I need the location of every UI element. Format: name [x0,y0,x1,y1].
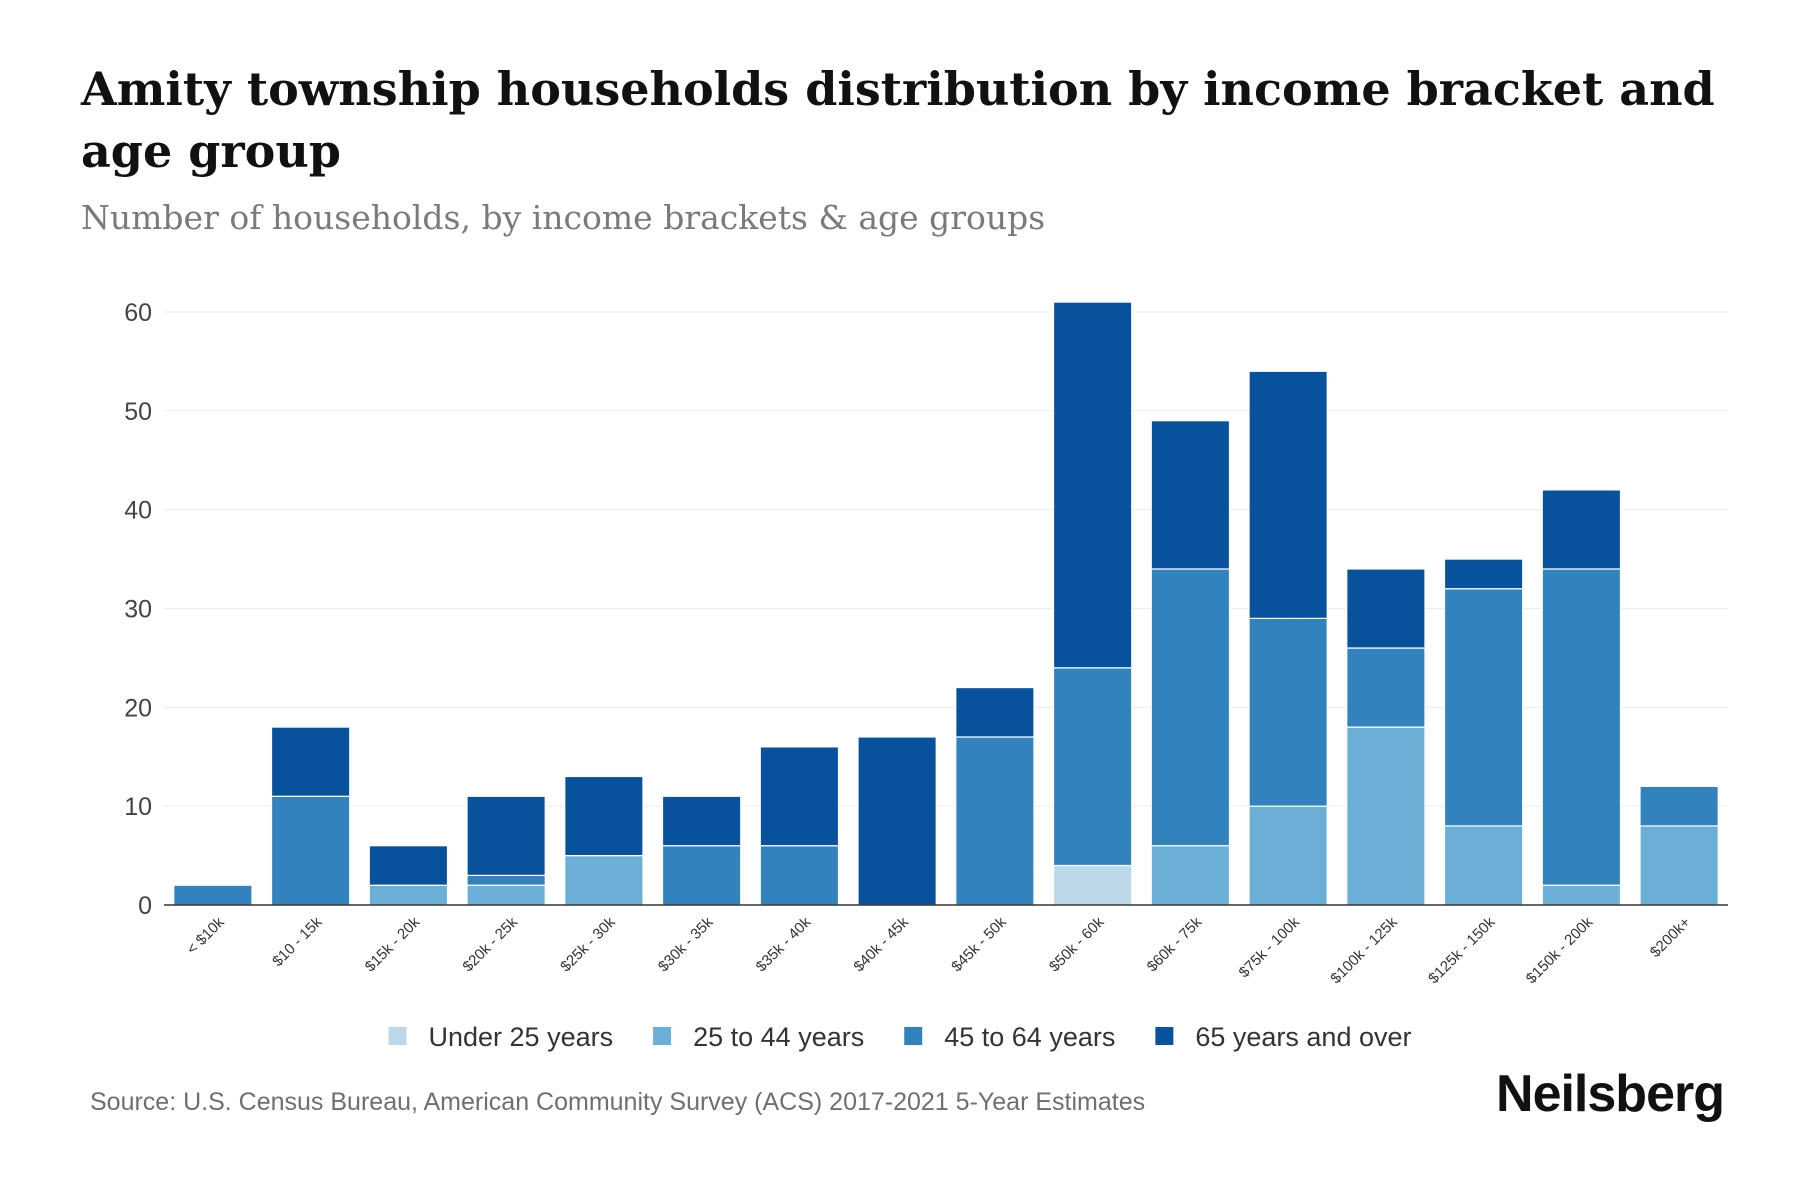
bar-segment [1346,726,1426,906]
bar-segment [1150,568,1231,847]
chart-title: Amity township households distribution b… [81,62,1715,178]
bar-segment [1443,588,1524,827]
legend-label: 65 years and over [1195,1022,1411,1052]
bar-segment [1443,825,1524,906]
x-tick-label: $60k - 75k [1144,913,1206,975]
legend: Under 25 years 25 to 44 years 45 to 64 yea… [388,1022,1412,1052]
legend-swatch [388,1027,407,1045]
bar-segment [368,884,449,906]
chart-subtitle: Number of households, by income brackets… [81,198,1046,237]
bar-segment [1248,617,1328,807]
bar-segment [1248,805,1328,906]
bar-segment [1052,667,1133,867]
y-tick-label: 40 [124,497,152,525]
bar-segment [1443,558,1524,590]
bar-segment [1639,785,1719,827]
bar-segment [759,746,840,847]
bar-segment [466,874,546,886]
bar-segment [857,736,937,906]
bar-segment [1150,845,1231,906]
legend-label: 45 to 64 years [944,1022,1115,1052]
bar-segment [1346,568,1426,649]
x-tick-label: $125k - 150k [1425,913,1499,987]
bar-segment [173,884,253,906]
y-tick-label: 0 [138,892,152,920]
y-tick-label: 50 [124,398,152,426]
bar-segment [1639,825,1719,906]
bar-segment [1346,647,1426,728]
bars [173,301,1719,906]
bar-segment [1150,420,1231,570]
x-tick-label: $50k - 60k [1046,913,1108,975]
bar-segment [466,795,546,876]
x-tick-label: $15k - 20k [362,913,424,975]
x-tick-label: $150k - 200k [1523,913,1597,987]
x-tick-label: $40k - 45k [850,913,912,975]
legend-label: Under 25 years [429,1022,614,1052]
x-tick-label: < $10k [184,913,229,958]
bar-segment [661,845,742,906]
legend-swatch [904,1027,923,1045]
x-tick-label: $200k+ [1647,914,1694,961]
x-tick-label: $100k - 125k [1327,913,1401,987]
y-tick-label: 10 [124,793,152,821]
y-tick-label: 60 [124,299,152,327]
y-tick-label: 20 [124,694,152,722]
bar-segment [955,736,1035,906]
y-tick-label: 30 [124,596,152,624]
bar-segment [466,884,546,906]
brand-logo: Neilsberg [1496,1065,1725,1123]
bar-segment [1248,370,1328,619]
bar-segment [1541,568,1622,886]
legend-swatch [1155,1027,1174,1045]
x-tick-label: $20k - 25k [459,913,521,975]
legend-label: 25 to 44 years [693,1022,864,1052]
x-tick-label: $45k - 50k [948,913,1010,975]
bar-segment [564,775,644,857]
x-tick-label: $35k - 40k [753,913,815,975]
x-tick-label: $75k - 100k [1236,913,1304,981]
bar-segment [955,686,1035,738]
bar-segment [564,854,644,906]
x-tick-label: $10 - 15k [269,913,326,970]
bar-segment [661,795,742,847]
bar-segment [270,795,351,906]
bar-segment [270,726,351,797]
x-tick-label: $25k - 30k [557,913,619,975]
source-note: Source: U.S. Census Bureau, American Com… [90,1088,1146,1116]
bar-segment [1052,301,1133,669]
legend-swatch [653,1027,672,1045]
bar-segment [1541,489,1622,570]
bar-segment [759,845,840,906]
x-tick-label: $30k - 35k [655,913,717,975]
bar-segment [368,845,449,886]
bar-segment [1052,864,1133,906]
bar-segment [1541,884,1622,906]
